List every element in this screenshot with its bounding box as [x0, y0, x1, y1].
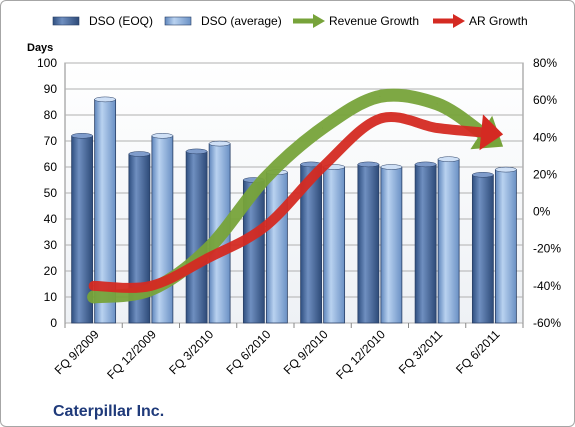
legend-label: DSO (average): [201, 14, 282, 28]
company-label: Caterpillar Inc.: [53, 403, 164, 420]
bar-dso-average: [494, 169, 517, 324]
bar-dso-eoq: [185, 150, 208, 324]
bar-dso-average: [323, 166, 346, 324]
legend-swatch: [164, 16, 192, 26]
revenue-growth-point: [264, 177, 266, 179]
x-tick-label: FQ 3/2010: [166, 327, 216, 377]
bar-cap: [185, 148, 208, 155]
bar-cap: [472, 172, 494, 178]
right-tick-label: -40%: [533, 279, 561, 293]
bar-cap: [151, 133, 174, 139]
bar-cap: [380, 164, 403, 170]
revenue-growth-point: [436, 103, 438, 105]
right-axis: -60% -40% -20% 0% 20% 40% 60% 80%: [533, 56, 561, 330]
revenue-growth-point: [493, 140, 495, 142]
left-tick-label: 60: [44, 160, 58, 174]
bar-cap: [495, 166, 517, 173]
left-tick-label: 30: [44, 238, 58, 252]
right-tick-label: 0%: [533, 205, 551, 219]
ar-growth-arrowhead: [479, 114, 504, 151]
x-tick-label: FQ 12/2010: [333, 327, 388, 382]
ar-growth-point: [322, 166, 324, 168]
ar-growth-point: [379, 118, 381, 120]
left-tick-label: 40: [44, 212, 58, 226]
revenue-growth-point: [379, 95, 381, 97]
bar-dso-eoq: [357, 163, 380, 324]
x-tick-label: FQ 12/2009: [104, 327, 159, 382]
bar-dso-eoq: [414, 163, 437, 324]
y-axis-title: Days: [27, 42, 53, 54]
bar-dso-average: [380, 166, 403, 324]
left-tick-label: 70: [44, 134, 58, 148]
right-tick-label: 20%: [533, 167, 557, 181]
left-tick-label: 0: [50, 316, 57, 330]
growth-lines: [87, 88, 504, 304]
bar-dso-average: [265, 171, 288, 324]
ar-growth-point: [207, 257, 209, 259]
bar-cap: [94, 96, 116, 103]
left-tick-label: 20: [44, 264, 58, 278]
bar-cap: [437, 156, 460, 162]
bar-cap: [128, 151, 151, 157]
revenue-growth-point: [207, 248, 209, 250]
x-tick-label: FQ 9/2009: [52, 327, 102, 377]
ar-growth-point: [436, 127, 438, 129]
legend-arrow-icon: [313, 14, 325, 28]
ar-growth-line: [88, 112, 487, 293]
ar-growth-point: [93, 285, 95, 287]
revenue-growth-point: [322, 127, 324, 129]
bar-cap: [357, 161, 380, 168]
x-tick-label: FQ 6/2010: [224, 327, 274, 377]
bar-dso-average: [151, 135, 174, 324]
left-tick-label: 90: [44, 82, 58, 96]
x-tick-label: FQ 3/2011: [396, 327, 446, 377]
bar-dso-average: [437, 158, 460, 324]
right-tick-label: 80%: [533, 56, 557, 70]
left-tick-label: 10: [44, 290, 58, 304]
x-tick-label: FQ 9/2010: [281, 327, 331, 377]
legend-label: AR Growth: [469, 14, 528, 28]
legend-label: Revenue Growth: [329, 14, 419, 28]
ar-growth-point: [150, 285, 152, 287]
left-axis: 0 10 20 30 40 50 60 70 80 90 100: [37, 56, 57, 330]
left-tick-label: 100: [37, 56, 57, 70]
right-tick-label: 60%: [533, 93, 557, 107]
revenue-growth-point: [93, 296, 95, 298]
left-tick-label: 50: [44, 186, 58, 200]
legend: DSO (EOQ) DSO (average) Revenue Growth AR G…: [52, 14, 528, 28]
bar-cap: [414, 161, 437, 168]
legend-label: DSO (EOQ): [89, 14, 153, 28]
ar-growth-point: [493, 133, 495, 135]
left-tick-label: 80: [44, 108, 58, 122]
x-tick-label: FQ 6/2011: [453, 327, 503, 377]
legend-swatch: [52, 16, 80, 26]
right-tick-label: -20%: [533, 242, 561, 256]
legend-arrow-icon: [453, 14, 465, 28]
bar-dso-eoq: [471, 174, 494, 324]
bar-cap: [208, 140, 231, 147]
bar-cap: [71, 133, 93, 139]
x-axis: FQ 9/2009 FQ 12/2009 FQ 3/2010 FQ 6/2010 FQ …: [52, 323, 524, 382]
right-tick-label: 40%: [533, 130, 557, 144]
ar-growth-point: [264, 225, 266, 227]
right-tick-label: -60%: [533, 316, 561, 330]
